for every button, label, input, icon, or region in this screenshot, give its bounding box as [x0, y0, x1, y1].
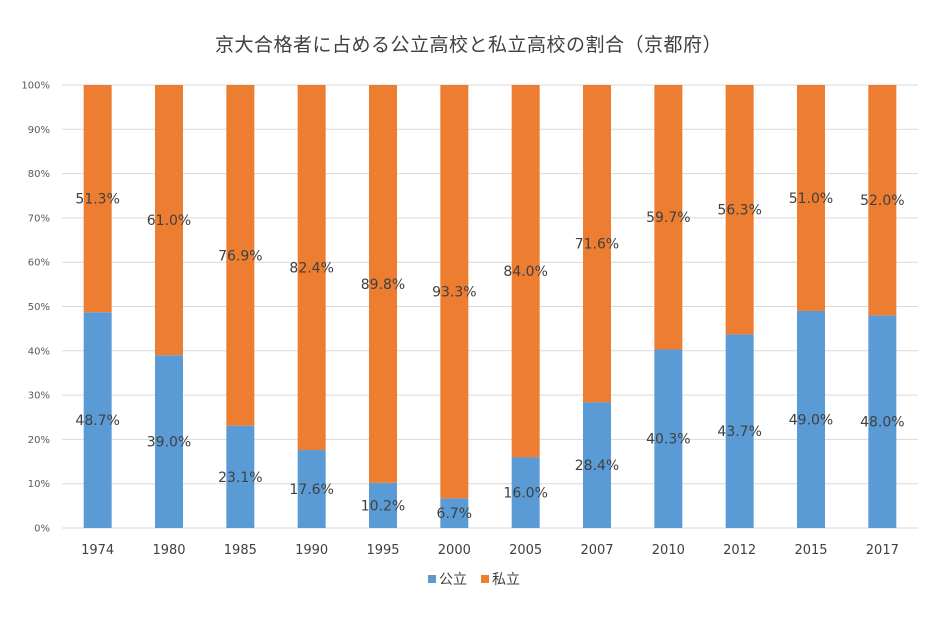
data-label: 48.0%: [860, 415, 904, 431]
bar-public: [511, 457, 540, 528]
x-tick-label: 1995: [366, 543, 399, 558]
data-label: 49.0%: [789, 412, 833, 428]
legend-label: 公立: [439, 572, 467, 588]
legend-swatch-public: [428, 575, 436, 583]
data-label: 48.7%: [75, 413, 119, 429]
y-tick-label: 40%: [28, 346, 50, 357]
x-tick-label: 2000: [438, 543, 471, 558]
y-tick-label: 20%: [28, 435, 50, 446]
bar-public: [797, 310, 825, 528]
data-label: 52.0%: [860, 193, 904, 209]
x-tick-label: 2017: [866, 543, 899, 558]
data-label: 59.7%: [646, 210, 690, 226]
x-tick-label: 1990: [295, 543, 328, 558]
y-tick-label: 70%: [28, 213, 50, 224]
bar-public: [725, 334, 754, 528]
data-label: 84.0%: [503, 264, 547, 280]
y-tick-label: 0%: [34, 524, 50, 535]
y-tick-label: 80%: [28, 169, 50, 180]
legend-label: 私立: [492, 572, 520, 588]
data-label: 76.9%: [218, 248, 262, 264]
bar-private: [725, 85, 754, 335]
y-tick-label: 100%: [21, 81, 50, 92]
data-label: 6.7%: [437, 506, 473, 522]
x-tick-label: 2007: [580, 543, 613, 558]
y-tick-label: 60%: [28, 258, 50, 269]
bar-private: [583, 85, 611, 403]
data-label: 39.0%: [147, 435, 191, 451]
data-label: 40.3%: [646, 432, 690, 448]
bar-private: [654, 85, 683, 350]
bar-public: [297, 450, 326, 528]
bar-private: [155, 85, 183, 356]
data-label: 23.1%: [218, 470, 262, 486]
data-label: 17.6%: [289, 482, 333, 498]
bar-public: [583, 402, 611, 528]
x-tick-label: 2010: [652, 543, 685, 558]
bar-private: [797, 85, 825, 311]
bar-public: [868, 315, 897, 528]
bar-public: [440, 498, 469, 528]
bar-private: [440, 85, 469, 499]
data-label: 43.7%: [717, 424, 761, 440]
x-tick-label: 1980: [152, 543, 185, 558]
x-tick-label: 2005: [509, 543, 542, 558]
data-label: 51.0%: [789, 191, 833, 207]
x-tick-label: 2015: [794, 543, 827, 558]
data-label: 10.2%: [361, 498, 405, 514]
data-label: 28.4%: [575, 458, 619, 474]
bar-public: [654, 349, 683, 528]
bar-public: [226, 425, 255, 528]
bar-private: [369, 85, 397, 483]
data-label: 93.3%: [432, 285, 476, 301]
data-label: 16.0%: [503, 486, 547, 502]
bar-public: [369, 482, 397, 528]
bar-public: [83, 312, 112, 528]
data-label: 89.8%: [361, 277, 405, 293]
x-tick-label: 1985: [224, 543, 257, 558]
data-label: 61.0%: [147, 213, 191, 229]
bar-private: [868, 85, 897, 316]
y-tick-label: 50%: [28, 302, 50, 313]
data-label: 82.4%: [289, 261, 333, 277]
y-tick-label: 10%: [28, 479, 50, 490]
chart-title: 京大合格者に占める公立高校と私立高校の割合（京都府）: [214, 34, 722, 56]
bar-private: [226, 85, 255, 426]
y-tick-label: 30%: [28, 391, 50, 402]
bar-public: [155, 355, 183, 528]
bar-private: [83, 85, 112, 313]
y-tick-label: 90%: [28, 125, 50, 136]
data-label: 71.6%: [575, 237, 619, 253]
x-tick-label: 2012: [723, 543, 756, 558]
legend-swatch-private: [481, 575, 489, 583]
bar-private: [511, 85, 540, 458]
data-label: 51.3%: [75, 192, 119, 208]
data-label: 56.3%: [717, 203, 761, 219]
x-tick-label: 1974: [81, 543, 114, 558]
bar-private: [297, 85, 326, 451]
